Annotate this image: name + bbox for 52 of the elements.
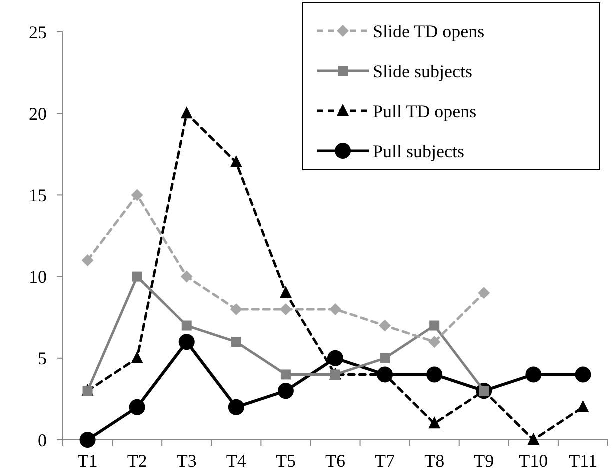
point — [330, 303, 342, 316]
point — [131, 351, 144, 364]
point — [328, 350, 344, 366]
point — [379, 320, 392, 332]
point — [230, 303, 242, 316]
legend-label: Slide subjects — [373, 61, 472, 82]
legend-label: Pull subjects — [373, 141, 465, 162]
point — [428, 336, 441, 348]
point — [180, 106, 193, 119]
x-tick-label: T1 — [78, 451, 98, 471]
point — [280, 286, 292, 298]
point — [526, 366, 542, 383]
point — [280, 303, 292, 316]
point — [278, 383, 294, 400]
point — [575, 366, 592, 383]
point — [180, 270, 193, 283]
x-tick-label: T2 — [127, 451, 148, 471]
point — [178, 334, 195, 350]
y-tick-label: 20 — [29, 104, 47, 124]
x-tick-label: T4 — [226, 451, 246, 471]
point — [430, 320, 440, 331]
point — [426, 366, 443, 383]
point — [230, 156, 242, 168]
legend-label: Pull TD opens — [373, 101, 477, 122]
x-tick-label: T10 — [519, 451, 548, 471]
point — [129, 399, 146, 416]
x-tick-label: T5 — [276, 451, 296, 471]
y-tick-label: 5 — [38, 348, 47, 369]
point — [182, 320, 192, 331]
point — [80, 432, 96, 448]
y-tick-label: 10 — [29, 267, 47, 288]
y-tick-label: 0 — [38, 430, 47, 450]
x-tick-label: T6 — [326, 451, 346, 471]
x-tick-label: T8 — [424, 451, 445, 471]
point — [428, 416, 441, 429]
y-tick-label: 25 — [29, 22, 47, 42]
point — [231, 337, 242, 348]
y-tick-label: 15 — [29, 186, 47, 206]
point — [478, 287, 490, 300]
legend-label: Slide TD opens — [373, 21, 485, 42]
x-tick-label: T9 — [474, 451, 494, 471]
point — [132, 272, 142, 282]
point — [228, 399, 244, 416]
point — [528, 433, 540, 445]
point — [380, 353, 390, 364]
point — [131, 189, 144, 202]
x-tick-label: T3 — [176, 451, 197, 471]
point — [280, 370, 291, 380]
point — [577, 400, 590, 412]
point — [82, 254, 94, 266]
x-tick-label: T11 — [569, 451, 598, 471]
x-tick-label: T7 — [375, 451, 396, 471]
